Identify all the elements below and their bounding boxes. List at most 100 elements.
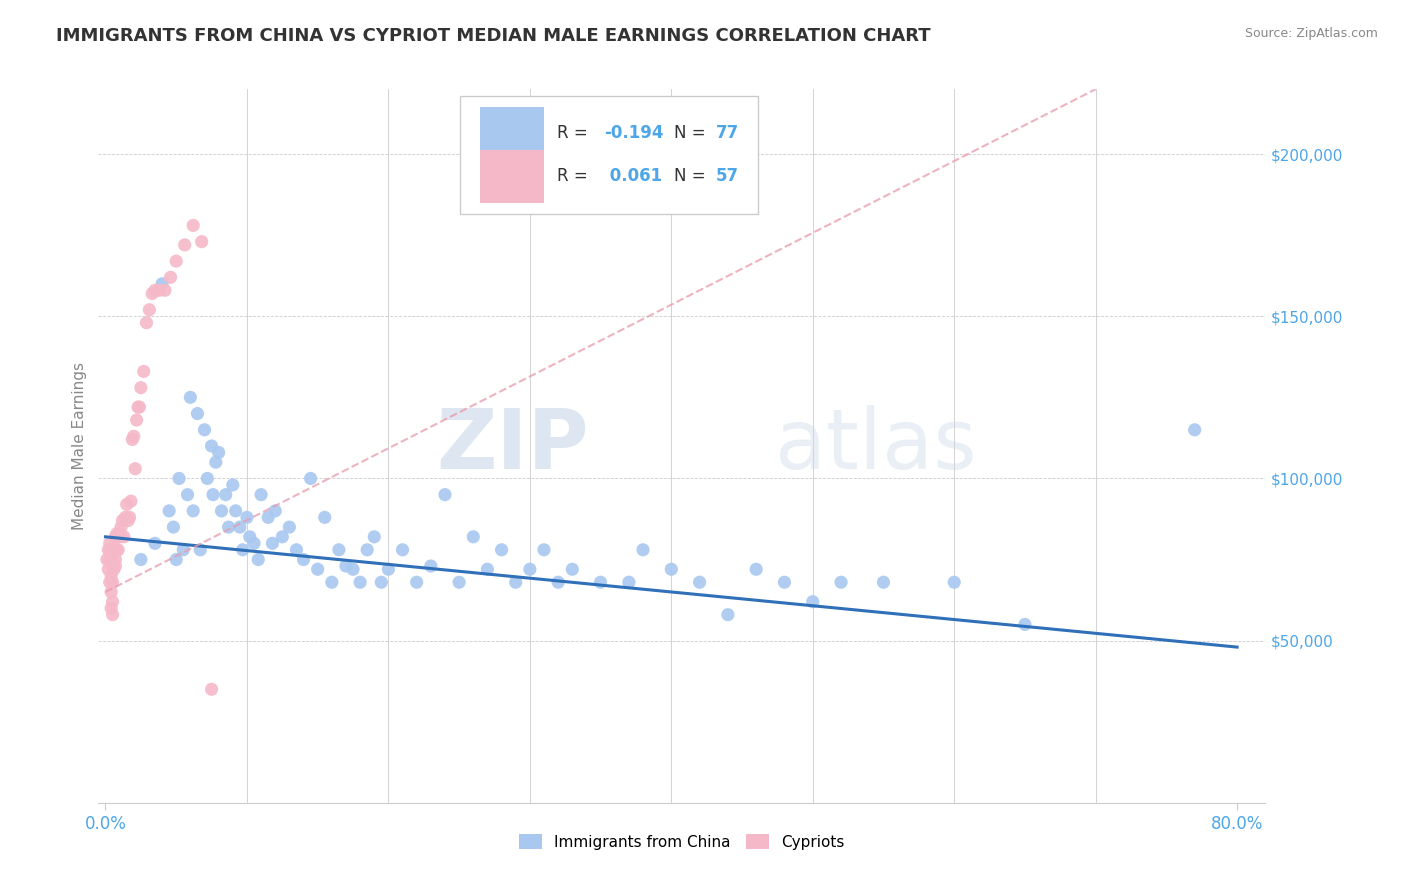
Point — [110, 520, 132, 534]
Point — [107, 542, 129, 557]
Text: 0.061: 0.061 — [603, 168, 662, 186]
Point — [262, 536, 284, 550]
Point — [115, 497, 138, 511]
Point — [100, 542, 122, 557]
Point — [103, 542, 125, 557]
Point — [120, 494, 142, 508]
Point — [1014, 617, 1036, 632]
Text: atlas: atlas — [775, 406, 977, 486]
Point — [419, 559, 441, 574]
Point — [547, 575, 569, 590]
Point — [108, 530, 131, 544]
Point — [101, 542, 124, 557]
Point — [519, 562, 541, 576]
Point — [659, 562, 682, 576]
Point — [162, 520, 184, 534]
Point — [285, 542, 308, 557]
Point — [491, 542, 513, 557]
Point — [195, 471, 218, 485]
Point — [181, 219, 204, 233]
Point — [257, 510, 280, 524]
Point — [299, 471, 322, 485]
FancyBboxPatch shape — [460, 96, 758, 214]
Point — [97, 562, 120, 576]
Point — [157, 504, 180, 518]
Point — [181, 504, 204, 518]
Text: N =: N = — [673, 125, 710, 143]
Point — [188, 542, 211, 557]
Point — [107, 530, 129, 544]
Point — [271, 530, 294, 544]
Point — [328, 542, 350, 557]
Point — [222, 478, 245, 492]
Point — [104, 559, 127, 574]
Point — [236, 510, 259, 524]
Point — [150, 277, 173, 291]
Point — [589, 575, 612, 590]
Point — [335, 559, 357, 574]
Text: -0.194: -0.194 — [603, 125, 664, 143]
Point — [872, 575, 894, 590]
Point — [356, 542, 378, 557]
Point — [505, 575, 527, 590]
Point — [103, 562, 125, 576]
Point — [801, 595, 824, 609]
Point — [103, 542, 125, 557]
Point — [104, 552, 127, 566]
Point — [186, 407, 208, 421]
Point — [200, 682, 222, 697]
Point — [247, 552, 270, 566]
Point — [391, 542, 413, 557]
Point — [135, 316, 157, 330]
Point — [129, 552, 152, 566]
Point — [243, 536, 266, 550]
Point — [97, 542, 120, 557]
Y-axis label: Median Male Earnings: Median Male Earnings — [72, 362, 87, 530]
Point — [321, 575, 343, 590]
Point — [370, 575, 392, 590]
Point — [105, 530, 128, 544]
Point — [239, 530, 262, 544]
Point — [215, 488, 238, 502]
Point — [717, 607, 740, 622]
Point — [617, 575, 640, 590]
Point — [114, 510, 136, 524]
Point — [101, 559, 124, 574]
Point — [173, 238, 195, 252]
Point — [229, 520, 252, 534]
Point — [121, 433, 143, 447]
Point — [165, 552, 187, 566]
Text: R =: R = — [557, 125, 593, 143]
Text: IMMIGRANTS FROM CHINA VS CYPRIOT MEDIAN MALE EARNINGS CORRELATION CHART: IMMIGRANTS FROM CHINA VS CYPRIOT MEDIAN … — [56, 27, 931, 45]
FancyBboxPatch shape — [479, 107, 544, 161]
Text: N =: N = — [673, 168, 710, 186]
Point — [218, 520, 240, 534]
Point — [127, 400, 149, 414]
Point — [100, 568, 122, 582]
Point — [745, 562, 768, 576]
Point — [292, 552, 315, 566]
Point — [264, 504, 287, 518]
Point — [159, 270, 181, 285]
Point — [205, 455, 228, 469]
Point — [533, 542, 555, 557]
Point — [943, 575, 966, 590]
Point — [105, 542, 128, 557]
FancyBboxPatch shape — [479, 150, 544, 203]
Point — [100, 601, 122, 615]
Point — [118, 510, 141, 524]
Point — [830, 575, 852, 590]
Point — [773, 575, 796, 590]
Point — [433, 488, 456, 502]
Text: ZIP: ZIP — [436, 406, 589, 486]
Point — [167, 471, 190, 485]
Point — [176, 488, 198, 502]
Point — [208, 445, 231, 459]
Point — [143, 283, 166, 297]
Text: R =: R = — [557, 168, 593, 186]
Text: Source: ZipAtlas.com: Source: ZipAtlas.com — [1244, 27, 1378, 40]
Point — [193, 423, 215, 437]
Point — [232, 542, 254, 557]
Point — [561, 562, 583, 576]
Point — [250, 488, 273, 502]
